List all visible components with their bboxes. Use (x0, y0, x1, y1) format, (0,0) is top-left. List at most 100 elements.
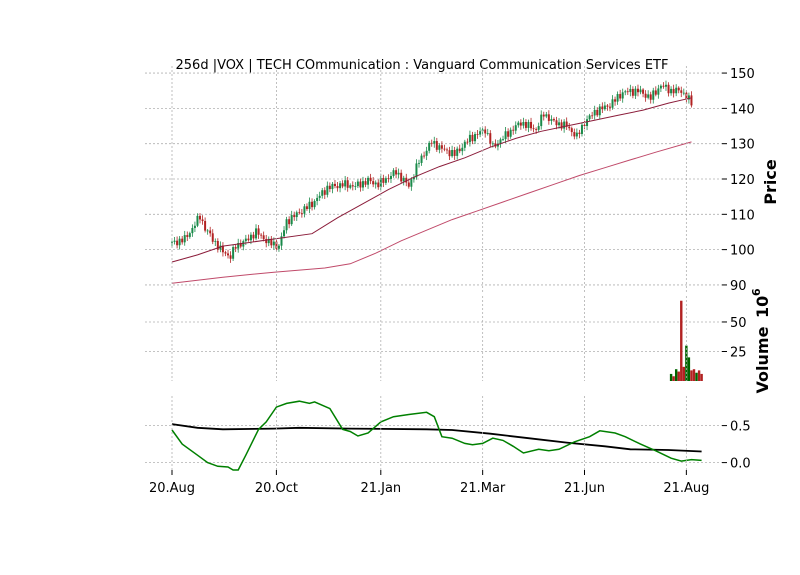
candle-body (440, 145, 443, 149)
candle-body (458, 148, 461, 152)
candle-body (239, 242, 242, 247)
candle-body (232, 247, 235, 259)
candle-body (262, 235, 265, 240)
candle-body (303, 206, 306, 214)
volume-bar (680, 300, 683, 381)
candle-body (446, 149, 449, 151)
price-tick-label: 140 (730, 102, 755, 117)
candle-body (608, 106, 611, 108)
volume-scale-exponent: 6 (750, 288, 763, 296)
volume-bar (669, 373, 673, 381)
candle-body (644, 93, 647, 98)
candle-body (300, 213, 303, 214)
candle-body (596, 109, 599, 116)
candle-body (491, 143, 494, 145)
candle-body (374, 182, 377, 185)
candle-body (586, 119, 589, 126)
candle-body (639, 89, 642, 93)
candle-body (522, 121, 525, 126)
candle-body (690, 95, 693, 106)
candle-body (242, 241, 245, 247)
volume-tick-label: 50 (730, 316, 747, 331)
candle-body (305, 206, 308, 210)
candle-body (496, 143, 499, 147)
candle-body (502, 139, 505, 140)
candle-body (272, 241, 275, 246)
candle-body (555, 120, 558, 126)
candle-body (221, 245, 224, 253)
candle-body (351, 185, 354, 187)
candle-body (629, 88, 632, 93)
oscillator-tick-label: 0.0 (730, 457, 751, 472)
candle-body (247, 238, 250, 241)
candle-body (318, 195, 321, 198)
oscillator-signal-line (171, 423, 702, 453)
volume-axis-label: Volume (753, 326, 772, 393)
x-tick-label: 21.Aug (663, 481, 709, 496)
candle-body (369, 177, 372, 182)
candle-body (229, 255, 232, 259)
price-tick-label: 150 (730, 67, 755, 82)
candle-body (652, 90, 655, 100)
price-tick-label: 130 (730, 138, 755, 153)
candle-body (186, 235, 189, 237)
candle-body (474, 134, 477, 142)
candle-body (280, 236, 283, 246)
ma-fast-line (171, 97, 692, 263)
candle-body (214, 240, 217, 242)
candle-body (316, 197, 319, 202)
candle-body (606, 105, 609, 107)
volume-scale-label: 10 (753, 296, 772, 318)
volume-bar (677, 371, 680, 381)
candle-body (598, 106, 601, 116)
candle-body (392, 170, 395, 176)
candle-body (642, 89, 645, 94)
candle-body (201, 219, 204, 222)
candle-body (323, 190, 326, 195)
candle-body (603, 105, 606, 110)
candle-body (364, 181, 367, 185)
volume-tick-label: 25 (730, 345, 747, 360)
volume-bar (674, 369, 678, 381)
candles-group (171, 80, 693, 263)
candle-body (354, 186, 357, 187)
candle-body (181, 238, 184, 243)
price-axis-label: Price (761, 159, 780, 205)
candle-body (517, 122, 520, 126)
candle-body (527, 121, 530, 128)
candle-body (659, 85, 662, 89)
candle-body (443, 148, 446, 150)
price-tick-label: 120 (730, 173, 755, 188)
volume-panel: 25 50 Volume 10 6 (145, 288, 772, 393)
candle-body (499, 139, 502, 144)
candle-body (578, 132, 581, 134)
candle-body (601, 106, 604, 110)
candle-body (479, 131, 482, 135)
candle-body (504, 131, 507, 140)
candle-body (341, 183, 344, 187)
volume-bar (697, 370, 701, 381)
volume-bar (700, 373, 703, 381)
candle-body (476, 134, 479, 135)
candle-body (631, 88, 634, 96)
candle-body (624, 91, 627, 93)
volume-bar (695, 372, 698, 381)
candle-body (290, 215, 293, 225)
candle-body (484, 129, 487, 134)
candle-body (420, 155, 423, 163)
candle-body (468, 134, 471, 143)
candle-body (545, 114, 548, 117)
candle-body (339, 183, 342, 189)
candle-body (415, 163, 418, 178)
candle-body (199, 215, 202, 220)
candle-body (489, 133, 492, 144)
candle-body (211, 233, 214, 242)
candle-body (649, 94, 652, 100)
ma-slow-line (171, 141, 692, 284)
candle-body (672, 88, 675, 94)
oscillator-line (171, 400, 702, 471)
candle-body (313, 201, 316, 208)
candle-body (173, 240, 176, 242)
candle-body (267, 238, 270, 244)
